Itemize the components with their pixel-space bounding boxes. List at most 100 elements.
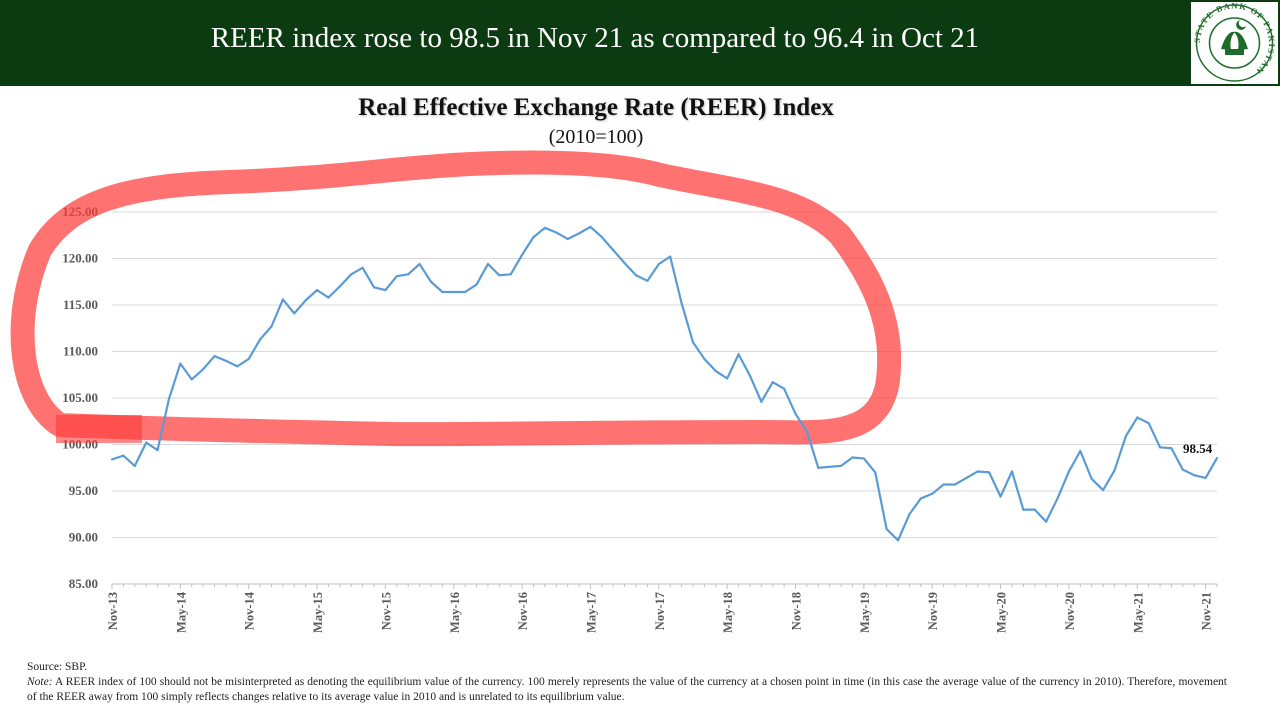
data-point (908, 513, 911, 516)
data-point (167, 397, 171, 401)
data-point (122, 454, 125, 457)
x-tick-label: Nov-16 (516, 592, 530, 630)
data-point (441, 290, 444, 294)
data-point (543, 226, 546, 229)
data-point (179, 362, 182, 365)
data-point (1215, 456, 1219, 460)
data-point (190, 378, 193, 381)
y-tick-label: 85.00 (69, 576, 98, 591)
data-point (315, 289, 319, 292)
data-point (1147, 422, 1150, 425)
series-line-reer (111, 225, 1218, 542)
data-point (1124, 435, 1127, 438)
note-label: Note: (27, 676, 53, 688)
data-point (133, 464, 136, 467)
y-tick-label: 110.00 (63, 344, 98, 359)
data-point (145, 441, 148, 444)
data-point (213, 355, 216, 358)
disclaimer-note: Note: A REER index of 100 should not be … (27, 675, 1227, 705)
sbp-logo-icon: STATE BANK OF PAKISTAN (1192, 2, 1276, 82)
data-point (110, 458, 114, 461)
data-point (247, 357, 250, 361)
data-point (486, 262, 490, 266)
data-point (475, 283, 478, 286)
data-point (794, 412, 797, 415)
data-point (361, 266, 364, 269)
data-point (1022, 508, 1025, 511)
data-point (953, 483, 957, 486)
x-tick-label: May-19 (858, 592, 872, 633)
data-point (304, 299, 307, 302)
data-point (703, 357, 706, 361)
x-tick-label: May-20 (995, 592, 1009, 633)
x-tick-label: Nov-20 (1063, 592, 1077, 630)
data-point (760, 400, 763, 403)
data-point (1101, 488, 1105, 492)
x-tick-label: May-16 (448, 592, 462, 633)
data-point (281, 298, 284, 301)
header-banner: REER index rose to 98.5 in Nov 21 as com… (0, 0, 1280, 86)
y-tick-label: 95.00 (69, 483, 98, 498)
data-point (874, 471, 877, 474)
data-point (817, 466, 820, 469)
data-point (429, 280, 433, 283)
x-tick-label: May-15 (311, 592, 325, 633)
data-point (338, 285, 341, 288)
data-point (691, 341, 695, 344)
header-title: REER index rose to 98.5 in Nov 21 as com… (210, 22, 980, 54)
data-point (600, 236, 603, 239)
data-point (1113, 469, 1116, 472)
data-point (931, 492, 934, 495)
data-point (566, 237, 569, 241)
y-tick-label: 90.00 (69, 530, 98, 545)
data-point (293, 312, 296, 315)
data-point (1090, 477, 1093, 481)
data-point (384, 289, 387, 292)
data-point (372, 286, 376, 289)
data-point (976, 470, 979, 473)
chart-subtitle: (2010=100) (548, 126, 644, 148)
data-point (418, 262, 421, 266)
data-point (783, 387, 786, 390)
data-point (1079, 449, 1082, 453)
data-point (680, 302, 683, 305)
data-point (657, 262, 660, 266)
data-point (851, 456, 854, 459)
x-tick-label: Nov-13 (106, 592, 120, 630)
data-point (156, 448, 159, 452)
data-point (612, 249, 615, 252)
data-point (509, 273, 512, 276)
x-tick-label: May-17 (584, 592, 598, 633)
red-highlight-ellipse (10, 150, 902, 447)
data-point (1045, 520, 1048, 523)
y-tick-label: 105.00 (62, 390, 98, 405)
data-point (202, 368, 205, 371)
data-point (839, 464, 843, 467)
chart-gridlines (112, 211, 1217, 585)
data-point (1204, 476, 1207, 480)
data-point (1158, 446, 1162, 449)
data-point (1170, 447, 1173, 450)
data-point (726, 377, 729, 380)
data-point (885, 528, 888, 531)
x-tick-label: Nov-15 (379, 592, 393, 630)
y-tick-label: 120.00 (62, 251, 98, 266)
data-point (498, 274, 501, 277)
data-point (258, 338, 262, 341)
x-tick-label: May-14 (174, 591, 188, 633)
data-point (395, 275, 398, 278)
data-point (452, 290, 455, 294)
sbp-logo: STATE BANK OF PAKISTAN (1191, 2, 1278, 84)
x-tick-label: Nov-19 (926, 592, 940, 630)
x-tick-label: Nov-18 (790, 592, 804, 630)
data-point (623, 262, 626, 265)
data-point (532, 236, 535, 239)
data-point (1193, 474, 1196, 477)
data-point (1033, 508, 1036, 511)
data-point (942, 483, 945, 486)
data-point (327, 296, 330, 299)
data-point (1056, 497, 1059, 500)
data-point (919, 497, 922, 500)
data-point (270, 325, 273, 328)
